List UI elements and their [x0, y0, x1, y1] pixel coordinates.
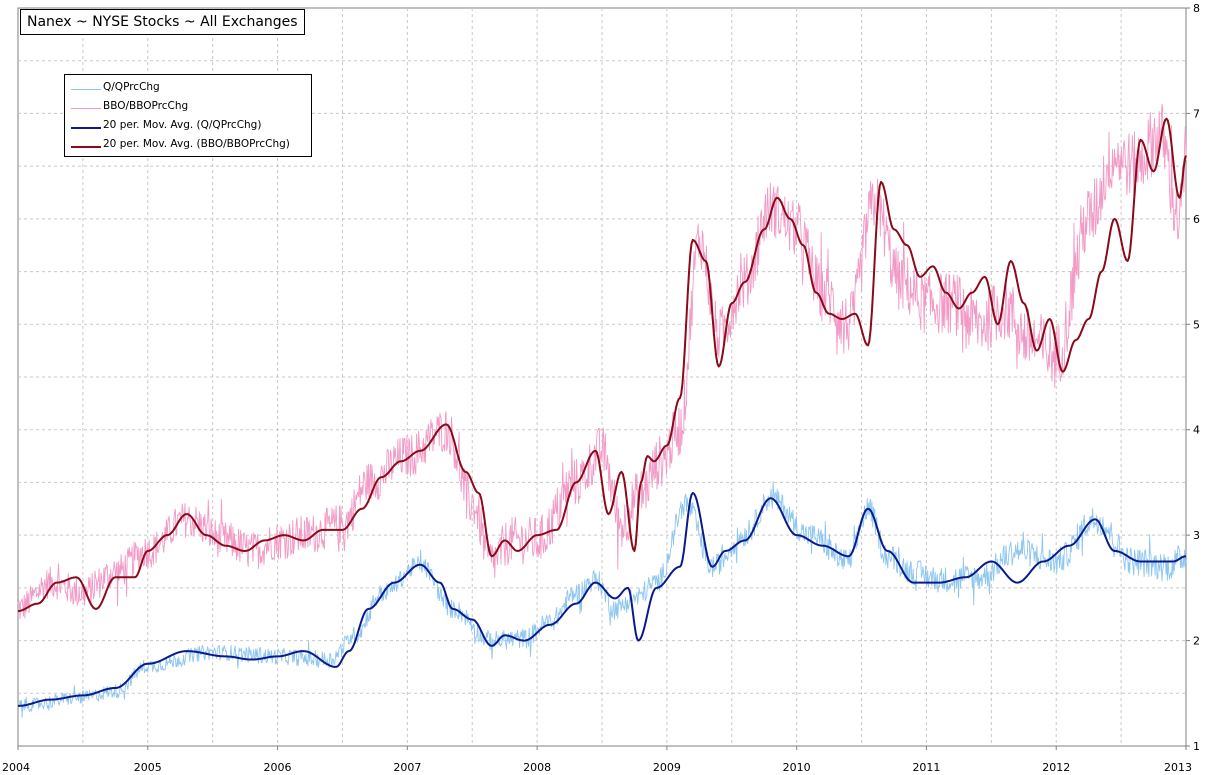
legend: Q/QPrcChg BBO/BBOPrcChg 20 per. Mov. Avg… [64, 74, 312, 157]
x-tick-label: 2012 [1042, 761, 1070, 774]
legend-label: Q/QPrcChg [103, 81, 160, 93]
y-tick-label: 7 [1193, 107, 1200, 120]
y-tick-label: 2 [1193, 635, 1200, 648]
legend-swatch-ma-bbo [71, 146, 101, 148]
y-tick-label: 1 [1193, 740, 1200, 753]
x-tick-label: 2013 [1164, 761, 1192, 774]
legend-swatch-bbo-prcchg [71, 108, 101, 109]
legend-item-ma-bbo: 20 per. Mov. Avg. (BBO/BBOPrcChg) [69, 137, 309, 155]
legend-label: 20 per. Mov. Avg. (BBO/BBOPrcChg) [103, 138, 290, 150]
legend-label: BBO/BBOPrcChg [103, 100, 189, 112]
legend-swatch-q-prcchg [71, 89, 101, 90]
x-tick-label: 2010 [783, 761, 811, 774]
x-tick-label: 2006 [264, 761, 292, 774]
y-tick-label: 5 [1193, 318, 1200, 331]
chart-title: Nanex ~ NYSE Stocks ~ All Exchanges [20, 9, 305, 35]
x-tick-label: 2007 [393, 761, 421, 774]
series-line-ma-bbo [17, 117, 1187, 613]
series-line-q-prcchg [17, 481, 1187, 718]
series-line-ma-q [18, 492, 1187, 707]
series-layer [17, 103, 1187, 718]
legend-swatch-ma-q [71, 127, 101, 129]
y-tick-label: 4 [1193, 424, 1200, 437]
legend-label: 20 per. Mov. Avg. (Q/QPrcChg) [103, 119, 262, 131]
x-tick-label: 2005 [134, 761, 162, 774]
y-tick-label: 8 [1193, 2, 1200, 15]
legend-item-ma-q: 20 per. Mov. Avg. (Q/QPrcChg) [69, 118, 309, 136]
legend-item-q-prcchg: Q/QPrcChg [69, 80, 309, 98]
y-tick-label: 6 [1193, 213, 1200, 226]
x-tick-label: 2004 [2, 761, 30, 774]
y-tick-label: 3 [1193, 529, 1200, 542]
legend-item-bbo-prcchg: BBO/BBOPrcChg [69, 99, 309, 117]
x-tick-label: 2008 [523, 761, 551, 774]
series-line-bbo-prcchg [17, 103, 1187, 620]
x-tick-label: 2009 [653, 761, 681, 774]
x-tick-label: 2011 [912, 761, 940, 774]
